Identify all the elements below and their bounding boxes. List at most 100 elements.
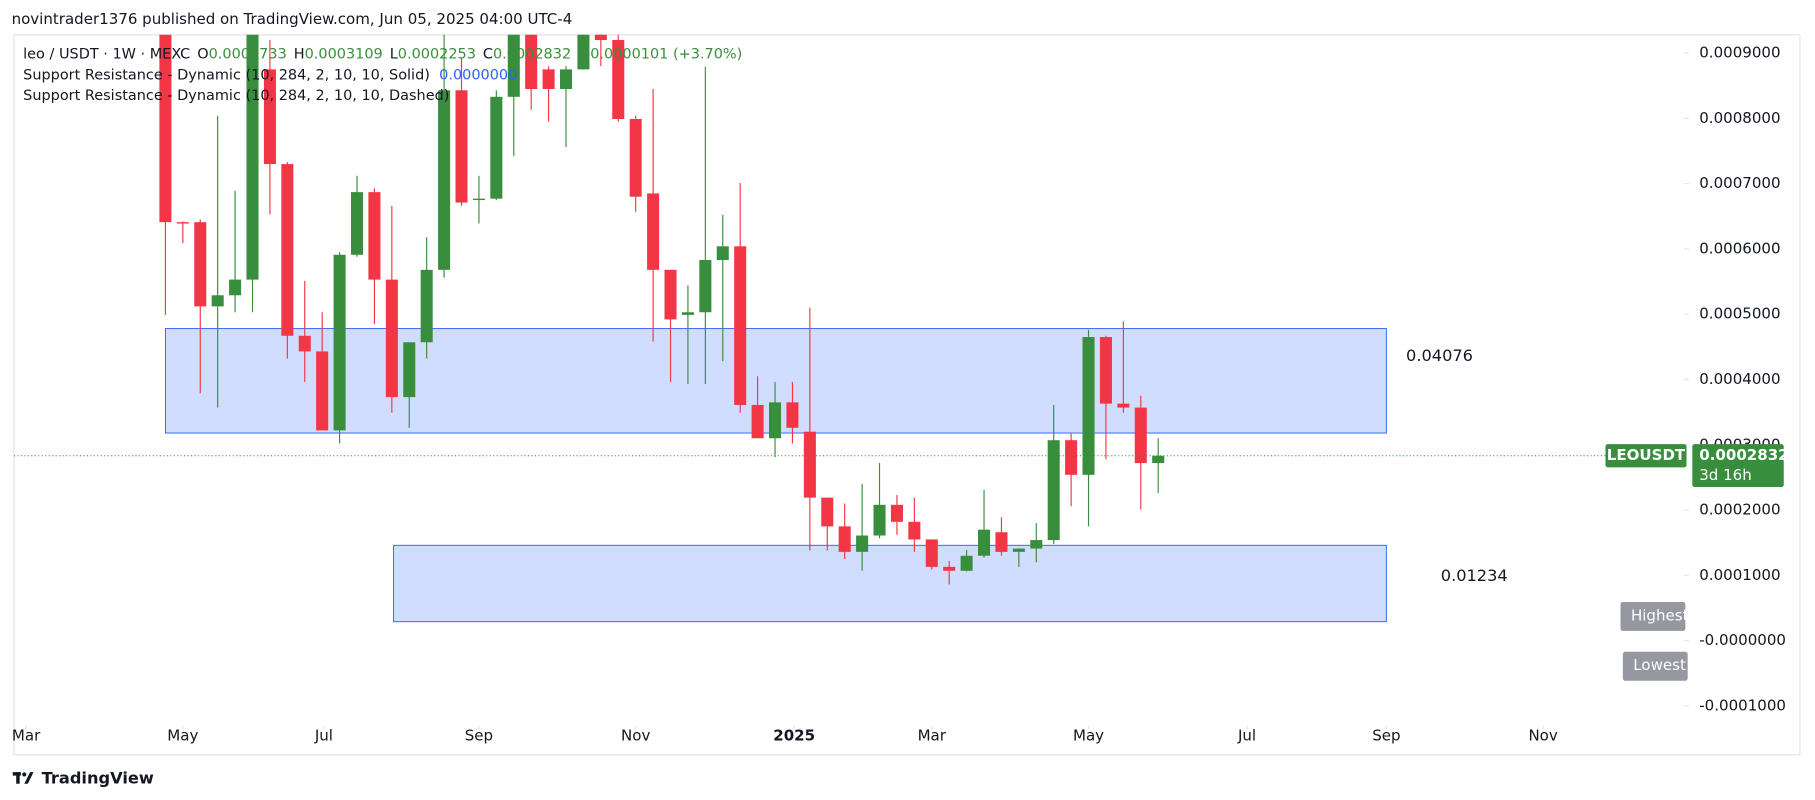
legend: leo / USDT · 1W · MEXC O0.0002733 H0.00031… — [23, 46, 742, 62]
legend-item: 0.0003109 — [305, 46, 383, 62]
candle-body — [1047, 440, 1060, 541]
candle-body — [594, 34, 607, 41]
candle-body — [960, 555, 973, 571]
candle-body — [769, 402, 782, 439]
legend-item: Support Resistance - Dynamic (10, 284, 2… — [23, 88, 449, 104]
candle-body — [298, 335, 311, 352]
candle-body — [333, 254, 346, 431]
candle-body — [438, 90, 451, 270]
legend-item: +0.0000101 (+3.70%) — [578, 46, 742, 62]
legend-item: Support Resistance - Dynamic (10, 284, 2… — [23, 67, 430, 83]
y-tick-label: -0.0000000 — [1699, 631, 1786, 649]
candle-body — [803, 431, 816, 498]
candle-body — [716, 246, 729, 261]
x-tick-label: 2025 — [773, 727, 815, 745]
legend-item: 0.0002733 — [209, 46, 287, 62]
y-tick-label: 0.0006000 — [1699, 239, 1780, 257]
legend-item: H — [294, 46, 305, 62]
candle-body — [664, 269, 677, 320]
candle-body — [350, 192, 364, 255]
x-tick-label: Nov — [1528, 727, 1557, 745]
candle-body — [995, 532, 1008, 552]
marker-tag — [1622, 651, 1688, 681]
symbol-tag — [1605, 444, 1687, 468]
candle-body — [211, 295, 224, 307]
y-tick-label: 0.0009000 — [1699, 44, 1780, 62]
y-tick-label: 0.0001000 — [1699, 566, 1780, 584]
candle-body — [1082, 337, 1095, 475]
candle-body — [699, 260, 712, 313]
candle-body — [612, 40, 625, 120]
x-tick-label: May — [167, 727, 198, 745]
candle-body — [1012, 548, 1025, 552]
price-tag — [1692, 444, 1784, 487]
y-tick-label: 0.0005000 — [1699, 305, 1780, 323]
candle-body — [159, 34, 172, 223]
header: novintrader1376 published on TradingView… — [12, 10, 573, 28]
x-tick-label: May — [1073, 727, 1104, 745]
candle-body — [577, 34, 590, 70]
footer: TradingView — [42, 769, 154, 788]
candle-body — [490, 96, 503, 199]
candle-body — [403, 342, 416, 398]
candle-body — [943, 566, 956, 571]
candle-body — [1030, 540, 1043, 549]
y-tick-label: 0.0004000 — [1699, 370, 1780, 388]
candle-body — [838, 526, 851, 552]
candle-body — [281, 164, 294, 336]
x-tick-label: Sep — [1372, 727, 1400, 745]
candle-body — [751, 404, 764, 439]
y-tick-label: 0.0007000 — [1699, 174, 1780, 192]
candle-body — [978, 529, 991, 556]
candle-body — [629, 119, 642, 197]
candle-body — [890, 504, 903, 522]
candle-body — [246, 34, 259, 280]
candle-body — [856, 535, 869, 552]
legend-item: O — [197, 46, 208, 62]
y-tick-label: 0.0008000 — [1699, 109, 1780, 127]
candle-body — [176, 222, 189, 224]
candle-body — [263, 69, 276, 165]
y-tick-label: -0.0001000 — [1699, 696, 1786, 714]
x-tick-label: Sep — [465, 727, 493, 745]
zone-label: 0.04076 — [1406, 346, 1473, 365]
candle-body — [1152, 455, 1165, 464]
indicator-legend: Support Resistance - Dynamic (10, 284, 2… — [23, 67, 517, 83]
legend-item: leo / USDT · 1W · MEXC — [23, 46, 190, 62]
legend-item: 0.0000000 — [439, 67, 517, 83]
candle-body — [559, 69, 573, 89]
candle-body — [925, 539, 938, 567]
candle-body — [1065, 440, 1078, 475]
candle-body — [472, 198, 485, 201]
x-tick-label: Jul — [314, 727, 333, 745]
candle-body — [1117, 403, 1130, 408]
indicator-legend: Support Resistance - Dynamic (10, 284, 2… — [23, 88, 449, 104]
candle-body — [316, 351, 329, 431]
countdown-label: 3d 16h — [1699, 466, 1752, 484]
marker-label: Highest — [1631, 606, 1689, 624]
candle-body — [734, 246, 747, 405]
candle-body — [873, 504, 886, 536]
candle-body — [1134, 407, 1147, 464]
candle-body — [368, 192, 381, 280]
candle-body — [229, 279, 242, 296]
x-tick-label: Jul — [1237, 727, 1256, 745]
legend-item: C — [483, 46, 493, 62]
candle-body — [786, 402, 799, 428]
x-tick-label: Mar — [12, 727, 41, 745]
logo — [12, 772, 34, 784]
legend-item: 0.0002832 — [493, 46, 571, 62]
marker-tag — [1620, 601, 1686, 631]
candle-body — [908, 521, 921, 540]
x-tick-label: Mar — [918, 727, 947, 745]
candle-body — [681, 312, 694, 315]
candle-body — [821, 497, 834, 527]
overlay: 0.0009000 0.0008000 0.0007000 0.0006000 0.00… — [12, 44, 1789, 745]
candle-body — [525, 34, 538, 89]
candle-body — [455, 90, 468, 203]
plot-area — [13, 34, 1685, 623]
marker-label: Lowest — [1633, 656, 1686, 674]
legend-item: 0.0002253 — [398, 46, 476, 62]
symbol-label: LEOUSDT — [1607, 446, 1686, 464]
